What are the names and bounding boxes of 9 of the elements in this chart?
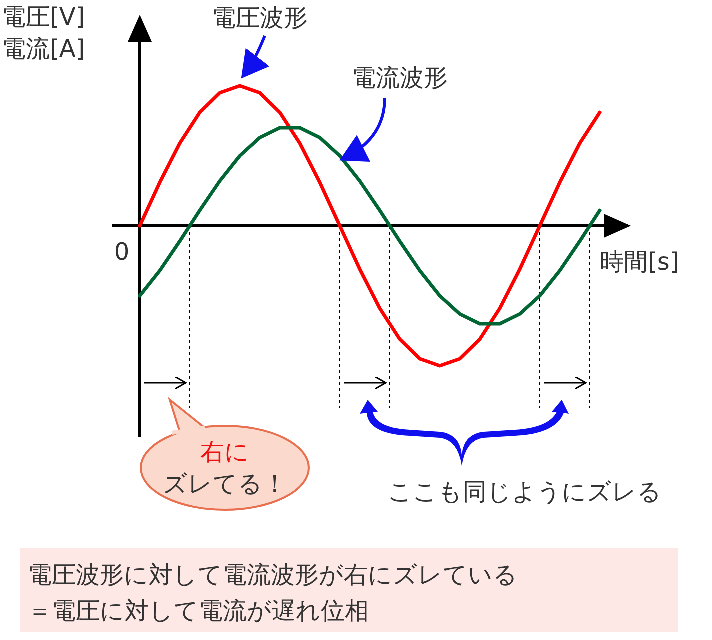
ylabel: 電圧[V] <box>2 3 86 31</box>
annotation: ここも同じようにズレる <box>388 478 662 506</box>
ylabel: 電流[A] <box>2 35 86 63</box>
xlabel: 時間[s] <box>600 248 680 276</box>
annotation: ＝電圧に対して電流が遅れ位相 <box>28 597 369 625</box>
annotation: 右に <box>200 438 250 466</box>
annotation: 0 <box>114 238 130 266</box>
annotation: ズレてる！ <box>163 470 287 498</box>
annotation: 電圧波形に対して電流波形が右にズレている <box>28 561 518 589</box>
